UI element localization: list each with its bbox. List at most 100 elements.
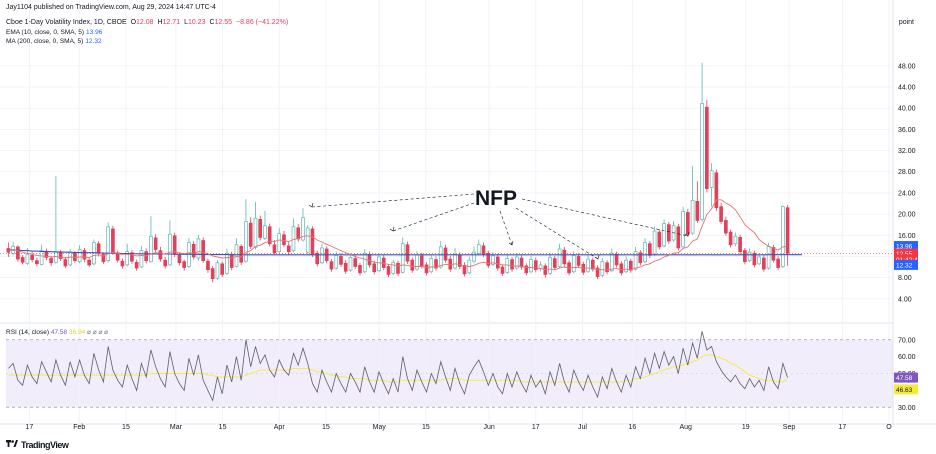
price-badge-bg-3	[894, 259, 918, 270]
ohlc-close-key: C	[209, 19, 215, 26]
candle-body-65	[315, 252, 320, 265]
candle-body-128	[614, 253, 619, 266]
price-badge-bg-1	[894, 248, 918, 259]
candle-body-107	[514, 256, 519, 269]
time-tick-label-12: 16	[629, 424, 637, 431]
candle-body-142	[681, 211, 685, 248]
candle-body-34	[168, 233, 172, 266]
candle-body-21	[106, 226, 110, 262]
candle-body-136	[652, 230, 657, 255]
tradingview-brand[interactable]: TradingView	[6, 440, 69, 450]
candle-body-144	[690, 199, 695, 234]
candle-body-17	[87, 259, 91, 266]
time-tick-label-5: Apr	[274, 424, 286, 431]
candle-body-94	[453, 253, 457, 269]
candle-body-108	[519, 257, 524, 268]
candle-body-160	[766, 246, 771, 269]
candle-body-11	[58, 252, 63, 259]
candle-body-6	[35, 260, 39, 265]
ema-legend[interactable]: EMA (10, close, 0, SMA, 5) 13.96	[6, 29, 104, 36]
price-badge-bg-2	[894, 254, 918, 265]
price-badge-text-1: 12.55	[896, 251, 913, 258]
candle-body-110	[529, 259, 533, 273]
candle-body-32	[158, 250, 163, 260]
candle-body-134	[643, 242, 647, 263]
candle-body-68	[329, 261, 334, 270]
candle-body-26	[130, 252, 134, 262]
candle-body-119	[571, 255, 576, 273]
price-tick-label-6: 28.00	[898, 169, 916, 176]
candle-body-132	[633, 251, 638, 270]
candle-body-162	[776, 258, 780, 268]
candle-body-74	[358, 265, 362, 274]
ema-value: 13.96	[86, 29, 103, 36]
candle-body-151	[724, 220, 728, 234]
candle-body-148	[709, 170, 714, 188]
candle-body-100	[481, 245, 486, 255]
symbol-legend[interactable]: Cboe 1-Day Volatility Index, 1D, CBOE O1…	[6, 19, 288, 26]
rsi-legend[interactable]: RSI (14, close) 47.58 36.94 ⌀ ⌀ ⌀ ⌀	[6, 328, 108, 336]
candle-body-106	[510, 259, 514, 270]
time-tick-label-1: Feb	[73, 424, 85, 431]
candle-body-43	[210, 268, 215, 280]
candle-body-53	[258, 219, 263, 238]
candle-body-112	[538, 264, 543, 269]
ma-legend[interactable]: MA (200, close, 0, SMA, 5) 12.32	[6, 38, 104, 45]
candle-body-70	[339, 256, 343, 265]
candle-body-113	[543, 265, 548, 275]
time-scale[interactable]: 17 Feb 15 Mar 15 Apr 15 May 15 Jun 17 Jul 16 Aug 19 Sep…	[25, 424, 892, 431]
ohlc-open-key: O	[130, 19, 137, 26]
candle-body-139	[667, 224, 671, 242]
candle-body-163	[781, 206, 785, 267]
candle-body-157	[752, 252, 757, 266]
candle-body-69	[334, 255, 339, 269]
candle-body-46	[225, 252, 229, 274]
candle-body-111	[533, 260, 538, 271]
candle-body-33	[163, 259, 167, 267]
candle-body-73	[353, 258, 358, 267]
rsi-ma-value: 36.94	[68, 329, 86, 336]
candle-body-7	[39, 250, 44, 265]
candle-body-88	[424, 264, 429, 274]
rsi-settings-icons[interactable]: ⌀ ⌀ ⌀ ⌀	[87, 329, 109, 336]
rsi-badge-bg-0	[894, 372, 918, 383]
candle-body-44	[215, 262, 220, 279]
candle-body-25	[125, 251, 129, 266]
candle-body-23	[115, 252, 120, 261]
candle-body-159	[762, 257, 766, 270]
candle-body-45	[220, 263, 225, 275]
nfp-pointer-line-2	[499, 210, 513, 246]
price-badge-bg-0	[894, 241, 918, 252]
candle-body-83	[400, 243, 405, 273]
rsi-tick-label-3: 60.00	[898, 354, 916, 361]
candle-body-77	[372, 263, 377, 273]
time-tick-label-13: Aug	[680, 424, 693, 431]
candle-body-4	[25, 253, 30, 264]
candle-body-125	[600, 261, 605, 276]
ohlc-high-key: H	[157, 19, 163, 26]
candle-body-48	[234, 244, 239, 267]
candle-body-90	[434, 259, 438, 269]
time-tick-label-10: 17	[532, 424, 540, 431]
candle-body-101	[486, 252, 491, 266]
candle-body-42	[206, 260, 210, 271]
candle-body-66	[320, 247, 324, 264]
candle-body-31	[153, 237, 158, 250]
rsi-tick-label-0: 30.00	[898, 405, 916, 412]
price-tick-label-4: 20.00	[898, 212, 916, 219]
candle-body-153	[733, 235, 738, 245]
candle-body-41	[201, 240, 206, 262]
candle-body-152	[728, 231, 733, 246]
candle-body-99	[476, 244, 481, 254]
candle-body-75	[362, 252, 367, 273]
rsi-badge-bg-1	[894, 384, 918, 395]
ma-value: 12.32	[85, 38, 102, 45]
candle-body-138	[662, 223, 666, 247]
rsi-tick-label-4: 70.00	[898, 337, 916, 344]
ema-10-line	[8, 199, 788, 271]
tradingview-brand-text: TradingView	[21, 440, 69, 450]
candle-body-158	[757, 256, 761, 265]
candle-body-120	[576, 256, 581, 266]
main-pane-bg	[0, 0, 893, 322]
scale-unit[interactable]: point	[898, 19, 914, 26]
